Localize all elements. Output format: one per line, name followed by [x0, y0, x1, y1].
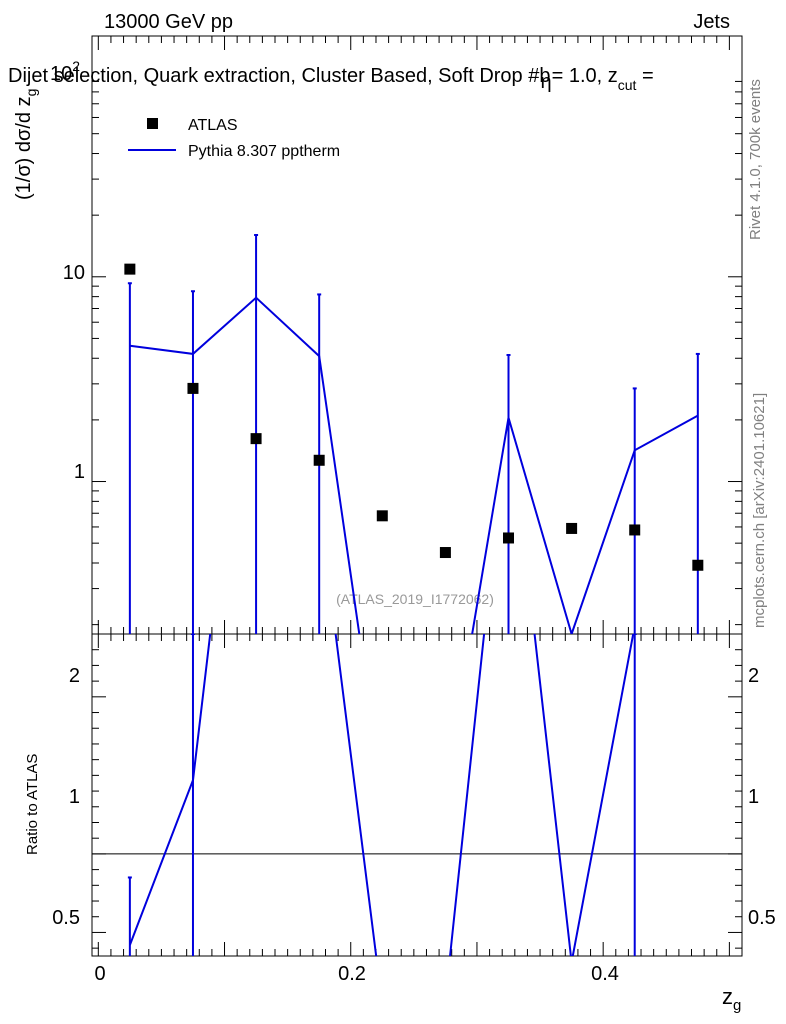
legend-pythia-label: Pythia 8.307 pptherm — [188, 143, 340, 160]
rivet-version-label: Rivet 4.1.0, 700k events — [747, 79, 764, 240]
main-axis-ticks — [92, 36, 742, 634]
atlas-data-point — [313, 454, 325, 466]
main-ytick-label-10: 10 — [63, 262, 85, 284]
ratio-ytick-label-right-1: 1 — [748, 786, 759, 808]
ratio-ytick-label-2: 2 — [69, 665, 80, 687]
ratio-ytick-label-1: 1 — [69, 786, 80, 808]
ratio-plot-frame — [91, 633, 743, 957]
xlabel: zg — [722, 984, 741, 1014]
xtick-label-0.2: 0.2 — [338, 963, 366, 985]
atlas-data-point — [124, 263, 136, 275]
atlas-data-point — [566, 522, 578, 534]
ratio-axis-ticks — [92, 633, 742, 956]
legend-atlas-marker — [147, 118, 158, 129]
mcplots-label: mcplots.cern.ch [arXiv:2401.10621] — [751, 393, 768, 628]
title-cut: cut — [618, 77, 637, 93]
title-main: Dijet selection, Quark extraction, Clust… — [8, 65, 550, 87]
atlas-data-point — [250, 433, 262, 445]
atlas-data-point — [503, 532, 515, 544]
ratio-ytick-label-right-0.5: 0.5 — [748, 907, 776, 929]
ratio-mc-series — [127, 634, 637, 956]
main-data-series — [124, 263, 704, 571]
title-tail: = — [636, 65, 653, 87]
analysis-id-label: (ATLAS_2019_I1772062) — [336, 591, 494, 607]
category-label: Jets — [693, 11, 730, 33]
xtick-label-0: 0 — [94, 963, 105, 985]
legend-atlas-label: ATLAS — [188, 117, 238, 134]
main-ylabel: (1/σ) dσ/d zg — [13, 89, 39, 200]
ratio-ylabel: Ratio to ATLAS — [24, 754, 41, 855]
plot-title: Dijet selection, Quark extraction, Clust… — [8, 65, 654, 93]
xtick-label-0.4: 0.4 — [591, 963, 619, 985]
ratio-pythia-line — [128, 634, 635, 956]
pythia-line — [129, 296, 699, 634]
atlas-data-point — [692, 559, 704, 571]
main-mc-series — [127, 233, 700, 634]
ratio-ytick-label-right-2: 2 — [748, 665, 759, 687]
title-eq: = 1.0, z — [552, 65, 618, 87]
atlas-data-point — [376, 510, 388, 522]
energy-label: 13000 GeV pp — [104, 11, 233, 33]
atlas-data-point — [629, 524, 641, 536]
main-ytick-label-100: 102 — [50, 58, 80, 85]
ratio-ytick-label-0.5: 0.5 — [52, 907, 80, 929]
atlas-data-point — [187, 382, 199, 394]
atlas-data-point — [439, 547, 451, 559]
title-sym: η — [540, 71, 551, 93]
main-ytick-label-1: 1 — [74, 461, 85, 483]
